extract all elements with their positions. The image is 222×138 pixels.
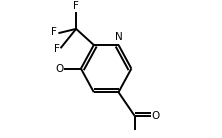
Text: O: O (55, 64, 63, 74)
Text: O: O (152, 111, 160, 121)
Text: N: N (115, 32, 123, 42)
Text: F: F (52, 27, 57, 37)
Text: F: F (73, 1, 79, 11)
Text: F: F (54, 44, 59, 54)
